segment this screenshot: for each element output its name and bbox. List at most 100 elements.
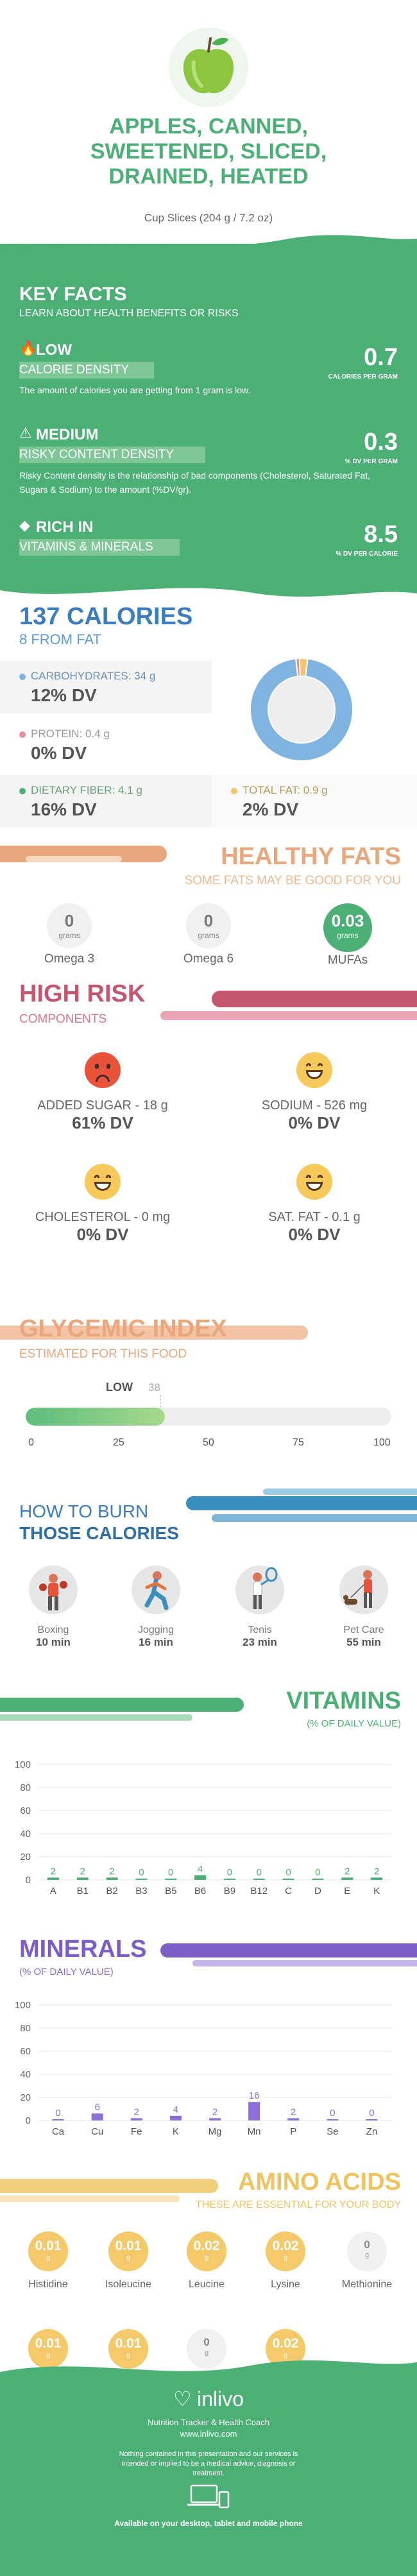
x-tick-label: B12 <box>250 1886 268 1897</box>
macro-dv: 2% DV <box>243 799 299 819</box>
fat-value: 0 <box>64 911 74 930</box>
x-tick-label: B5 <box>165 1886 176 1897</box>
bar-e <box>341 1877 353 1880</box>
gi-tick: 0 <box>28 1437 34 1448</box>
x-tick-label: Zn <box>366 2126 378 2137</box>
burn-pet-care: Pet Care 55 min <box>328 1565 399 1649</box>
gi-level-label: LOW <box>106 1381 133 1394</box>
gi-fill <box>26 1408 165 1426</box>
minerals-subtitle: (% OF DAILY VALUE) <box>19 1966 114 1977</box>
bar-b12 <box>253 1879 265 1880</box>
stripe-decoration <box>212 991 417 1007</box>
amino-value: 0.02 <box>272 2336 299 2351</box>
y-tick-label: 60 <box>20 1805 31 1816</box>
burn-time: 55 min <box>346 1636 381 1648</box>
x-tick-label: Mg <box>208 2126 222 2137</box>
risk-sat-fat: SAT. FAT - 0.1 g 0% DV <box>225 1164 404 1245</box>
burn-activity: Jogging <box>137 1625 174 1635</box>
macro-protein: PROTEIN: 0.4 g 0% DV <box>0 719 212 771</box>
amino-isoleucine: 0.01 g Isoleucine <box>90 2231 167 2290</box>
fact-unit: % DV PER CALORIE <box>336 550 398 558</box>
bar-value-label: 2 <box>345 1866 350 1877</box>
macro-dv: 0% DV <box>31 743 87 763</box>
pie-slice-carbohydrates <box>250 658 353 762</box>
stripe-decoration <box>0 1698 244 1712</box>
fat-badge: 0 grams <box>47 903 92 948</box>
risk-added-sugar: ADDED SUGAR - 18 g 61% DV <box>13 1052 192 1133</box>
fact-level: RICH IN <box>36 518 94 536</box>
bar-value-label: 0 <box>285 1867 291 1878</box>
pet-care-icon <box>339 1565 388 1614</box>
fat-mufas: 0.03 grams MUFAs <box>309 903 386 968</box>
happy-face-icon <box>296 1164 332 1200</box>
amino-unit: g <box>204 2349 209 2357</box>
flame-icon: 🔥 <box>19 340 37 356</box>
sad-face-icon <box>85 1052 121 1088</box>
x-tick-label: B3 <box>135 1886 147 1897</box>
bar-value-label: 4 <box>198 1864 203 1875</box>
bar-b1 <box>76 1877 89 1880</box>
key-facts-section: KEY FACTS LEARN ABOUT HEALTH BENEFITS OR… <box>0 235 417 603</box>
gi-tick: 25 <box>113 1437 124 1448</box>
burn-time: 16 min <box>139 1636 173 1648</box>
fat-name: MUFAs <box>327 953 368 967</box>
minerals-title: MINERALS <box>19 1936 147 1963</box>
x-tick-label: E <box>344 1886 350 1897</box>
x-tick-label: P <box>290 2126 296 2137</box>
wave-bottom <box>0 588 417 603</box>
healthy-fats-section: HEALTHY FATS SOME FATS MAY BE GOOD FOR Y… <box>0 840 417 994</box>
burn-tennis: Tenis 23 min <box>225 1565 295 1649</box>
risk-dv: 61% DV <box>72 1113 133 1132</box>
amino-name: Isoleucine <box>105 2279 152 2290</box>
wave-footer <box>0 2360 417 2382</box>
y-tick-label: 0 <box>26 1875 31 1886</box>
bar-value-label: 0 <box>330 2108 335 2119</box>
jogging-icon <box>132 1565 180 1614</box>
y-tick-label: 80 <box>20 2023 31 2034</box>
bar-b9 <box>223 1879 235 1880</box>
fact-unit: CALORIES PER GRAM <box>328 373 398 380</box>
fact-desc: Risky Content density is the relationshi… <box>19 470 371 495</box>
risk-cholesterol: CHOLESTEROL - 0 mg 0% DV <box>13 1164 192 1245</box>
amino-value: 0.01 <box>115 2239 142 2253</box>
footer-url[interactable]: www.inlivo.com <box>180 2429 237 2439</box>
tennis-icon <box>235 1565 284 1614</box>
x-tick-label: K <box>173 2126 179 2137</box>
amino-badge: 0.01 g <box>28 2329 68 2369</box>
bar-value-label: 0 <box>257 1867 262 1878</box>
amino-methionine: 0 g Methionine <box>328 2231 405 2290</box>
bar-value-label: 2 <box>134 2106 139 2117</box>
bar-value-label: 0 <box>227 1867 232 1878</box>
burn-time: 10 min <box>36 1636 71 1648</box>
fat-value: 0.03 <box>331 911 364 930</box>
footer-tagline: Nutrition Tracker & Health Coach <box>147 2418 270 2427</box>
key-facts-subtitle: LEARN ABOUT HEALTH BENEFITS OR RISKS <box>19 308 239 319</box>
fact-name: CALORIE DENSITY <box>19 362 154 379</box>
key-facts-title: KEY FACTS <box>19 284 127 305</box>
glycemic-title: GLYCEMIC INDEX <box>19 1315 227 1342</box>
bar-k <box>371 1877 383 1880</box>
amino-name: Leucine <box>188 2279 225 2290</box>
wave-top <box>0 235 417 258</box>
x-tick-label: Mn <box>248 2126 261 2137</box>
risk-label: SODIUM - 526 mg <box>261 1098 368 1113</box>
vitamins-title: VITAMINS <box>286 1687 401 1714</box>
bar-b2 <box>106 1877 118 1880</box>
dot-icon <box>19 788 26 794</box>
stripe-decoration <box>160 1943 417 1958</box>
risk-dv: 0% DV <box>288 1225 341 1244</box>
bar-value-label: 0 <box>139 1867 144 1878</box>
amino-unit: g <box>46 2254 51 2262</box>
amino-title: AMINO ACIDS <box>237 2169 401 2196</box>
page-title-line-3: DRAINED, HEATED <box>108 164 309 189</box>
dot-icon <box>231 788 237 794</box>
stripe-decoration <box>0 1326 308 1340</box>
gi-track <box>26 1408 391 1426</box>
warning-icon: ⚠ <box>19 425 32 441</box>
footer-brand: inlivo <box>197 2387 244 2410</box>
amino-name: Histidine <box>28 2279 68 2290</box>
fat-unit: grams <box>337 931 359 940</box>
pie-slice-total-fat <box>298 658 309 678</box>
